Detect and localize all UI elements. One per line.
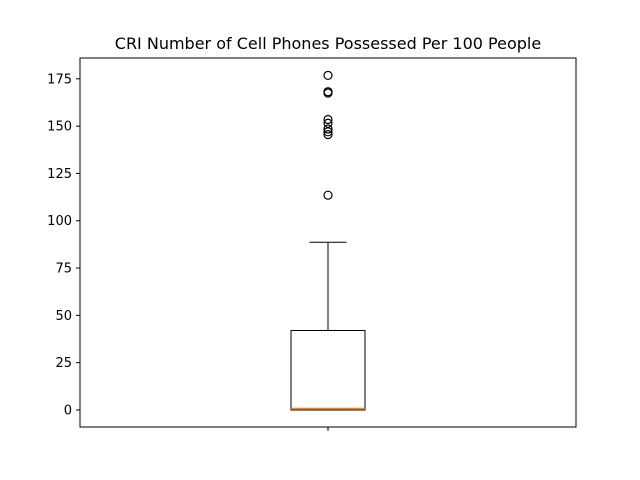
y-axis: 0 25 50 75 100 125 150 175 (47, 72, 80, 418)
y-tick-label-25: 25 (55, 356, 72, 371)
y-tick-label-150: 150 (47, 120, 72, 135)
outlier-point-8 (323, 70, 333, 81)
y-tick-label-125: 125 (47, 167, 72, 182)
chart-title: CRI Number of Cell Phones Possessed Per … (115, 34, 541, 53)
y-tick-label-0: 0 (64, 403, 72, 418)
outlier-point-0 (323, 190, 333, 200)
outlier-point-3 (323, 124, 333, 134)
plot-frame (79, 57, 577, 428)
outlier-point-7 (323, 87, 333, 97)
y-tick-label-75: 75 (55, 262, 72, 277)
box-marks (290, 70, 366, 411)
y-tick-label-50: 50 (55, 309, 72, 324)
y-tick-label-100: 100 (47, 214, 72, 229)
iqr-box (290, 329, 366, 411)
outlier-point-4 (323, 118, 333, 128)
outlier-point-5 (323, 114, 333, 125)
y-tick-label-175: 175 (47, 72, 72, 87)
outlier-point-1 (323, 130, 333, 140)
